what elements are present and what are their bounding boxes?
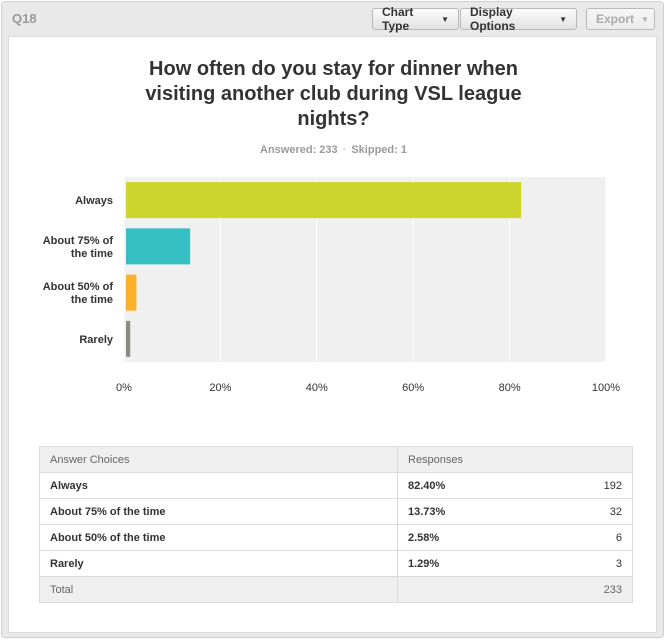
row-count: 6: [512, 524, 633, 551]
category-label: About 75% of: [43, 235, 114, 247]
total-pct: [397, 576, 513, 603]
category-label: the time: [71, 248, 113, 260]
skipped-count: Skipped: 1: [351, 144, 407, 156]
bar[interactable]: [126, 182, 522, 219]
x-tick-label: 40%: [306, 382, 328, 394]
category-label: Always: [75, 195, 113, 207]
row-choice: Rarely: [39, 550, 398, 577]
x-tick-label: 0%: [116, 382, 132, 394]
total-count: 233: [512, 576, 633, 603]
table-total-row: Total 233: [39, 576, 633, 603]
row-percent: 2.58%: [397, 524, 513, 551]
header-responses: Responses: [397, 446, 513, 473]
export-button[interactable]: Export ▼: [586, 8, 655, 30]
x-tick-label: 80%: [499, 382, 521, 394]
question-toolbar: Q18 Chart Type ▼ Display Options ▼ Expor…: [2, 2, 663, 36]
display-options-button[interactable]: Display Options ▼: [460, 5, 577, 33]
bar[interactable]: [126, 274, 137, 311]
row-count: 192: [512, 472, 633, 499]
row-choice: Always: [39, 472, 398, 499]
results-panel: How often do you stay for dinner when vi…: [8, 36, 657, 633]
x-tick-label: 20%: [209, 382, 231, 394]
chevron-down-icon: ▼: [559, 14, 567, 24]
row-count: 3: [512, 550, 633, 577]
row-percent: 82.40%: [397, 472, 513, 499]
chevron-down-icon: ▼: [641, 14, 649, 24]
question-number: Q18: [12, 11, 37, 26]
category-label: Rarely: [79, 334, 114, 346]
table-row: About 75% of the time 13.73% 32: [39, 498, 633, 525]
x-tick-label: 100%: [592, 382, 620, 394]
row-count: 32: [512, 498, 633, 525]
table-row: Always 82.40% 192: [39, 472, 633, 499]
table-row: Rarely 1.29% 3: [39, 550, 633, 577]
category-label: About 50% of: [43, 281, 114, 293]
bar[interactable]: [126, 320, 131, 357]
display-options-label: Display Options: [470, 5, 516, 33]
answered-count: Answered: 233: [260, 144, 338, 156]
table-row: About 50% of the time 2.58% 6: [39, 524, 633, 551]
x-tick-label: 60%: [402, 382, 424, 394]
category-label: the time: [71, 294, 113, 306]
row-percent: 1.29%: [397, 550, 513, 577]
chart-title: How often do you stay for dinner when vi…: [145, 58, 522, 130]
header-answer-choices: Answer Choices: [39, 446, 398, 473]
chart-type-button[interactable]: Chart Type ▼: [372, 5, 459, 33]
total-label: Total: [39, 576, 398, 603]
bar[interactable]: [126, 228, 191, 265]
row-choice: About 50% of the time: [39, 524, 398, 551]
row-percent: 13.73%: [397, 498, 513, 525]
row-choice: About 75% of the time: [39, 498, 398, 525]
response-stats: Answered: 233 · Skipped: 1: [260, 144, 407, 156]
header-blank: [512, 446, 633, 473]
export-label: Export: [596, 12, 635, 26]
responses-table: Answer Choices Responses Always 82.40% 192…: [39, 446, 633, 603]
chart-type-label: Chart Type: [382, 5, 414, 33]
table-header-row: Answer Choices Responses: [39, 446, 633, 473]
chevron-down-icon: ▼: [441, 14, 449, 24]
